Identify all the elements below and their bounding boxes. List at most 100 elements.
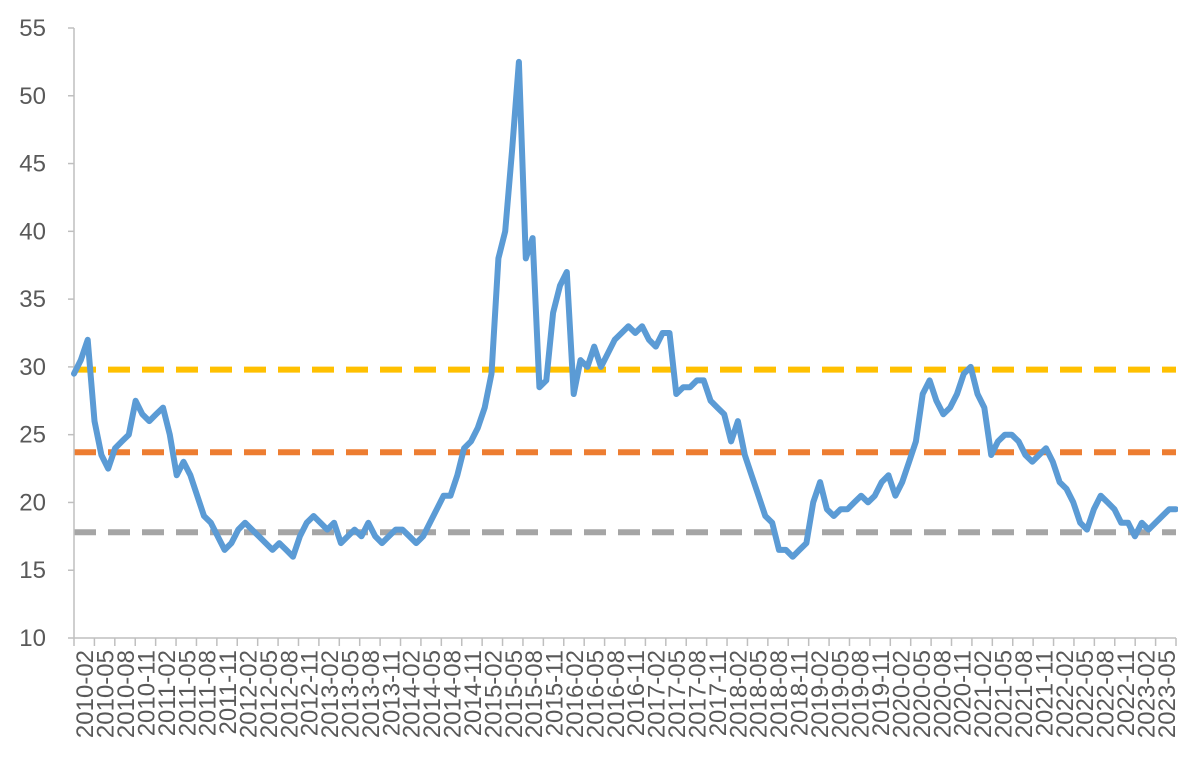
data-point	[190, 475, 191, 476]
data-point	[956, 394, 957, 395]
data-point	[361, 536, 362, 537]
data-point	[628, 326, 629, 327]
data-point	[258, 536, 259, 537]
data-point	[313, 516, 314, 517]
x-tick-label: 2017-05	[664, 650, 691, 738]
data-point	[1039, 455, 1040, 456]
data-point	[231, 543, 232, 544]
data-point	[347, 536, 348, 537]
data-point	[477, 427, 478, 428]
data-point	[861, 495, 862, 496]
data-point	[909, 461, 910, 462]
data-point	[450, 495, 451, 496]
data-point	[998, 441, 999, 442]
data-point	[306, 522, 307, 523]
data-point	[135, 400, 136, 401]
data-point	[580, 360, 581, 361]
data-point	[553, 312, 554, 313]
x-tick-label: 2018-05	[746, 650, 773, 738]
data-point	[121, 441, 122, 442]
x-tick-label: 2010-11	[133, 650, 160, 736]
x-tick-label: 2011-08	[195, 650, 222, 736]
data-point	[635, 333, 636, 334]
x-tick-label: 2021-02	[970, 650, 997, 738]
data-point	[470, 441, 471, 442]
data-point	[457, 475, 458, 476]
data-point	[395, 529, 396, 530]
data-point	[368, 522, 369, 523]
x-tick-label: 2020-02	[889, 650, 916, 738]
data-point	[505, 231, 506, 232]
data-point	[293, 556, 294, 557]
data-series	[71, 58, 1178, 560]
data-point	[785, 549, 786, 550]
data-point	[169, 434, 170, 435]
y-tick-label: 30	[19, 354, 46, 381]
x-tick-label: 2012-08	[276, 650, 303, 738]
x-tick-label: 2014-05	[419, 650, 446, 738]
data-point	[464, 448, 465, 449]
data-point	[484, 407, 485, 408]
data-point	[176, 475, 177, 476]
y-tick-label: 35	[19, 286, 46, 313]
data-point	[108, 468, 109, 469]
y-tick-label: 15	[19, 557, 46, 584]
data-point	[162, 407, 163, 408]
x-tick-label: 2022-05	[1072, 650, 1099, 738]
x-tick-label: 2016-02	[562, 650, 589, 738]
data-point	[902, 482, 903, 483]
x-tick-label: 2015-05	[501, 650, 528, 738]
data-point	[197, 495, 198, 496]
x-tick-label: 2013-02	[317, 650, 344, 738]
data-point	[601, 366, 602, 367]
data-point	[498, 258, 499, 259]
data-point	[594, 346, 595, 347]
data-point	[1080, 522, 1081, 523]
x-tick-label: 2011-11	[215, 650, 242, 735]
data-point	[1052, 461, 1053, 462]
data-point	[813, 502, 814, 503]
data-point	[1100, 495, 1101, 496]
data-point	[867, 502, 868, 503]
x-tick-label: 2017-11	[705, 650, 732, 736]
data-point	[1018, 441, 1019, 442]
data-point	[826, 509, 827, 510]
data-point	[559, 285, 560, 286]
data-point	[94, 421, 95, 422]
x-tick-label: 2015-11	[542, 650, 569, 736]
x-tick-label: 2010-02	[72, 650, 99, 738]
x-tick-label: 2014-02	[399, 650, 426, 738]
x-tick-label: 2010-05	[93, 650, 120, 738]
x-tick-label: 2012-02	[235, 650, 262, 738]
data-point	[669, 333, 670, 334]
data-point	[320, 522, 321, 523]
x-tick-label: 2016-08	[603, 650, 630, 738]
y-tick-label: 55	[19, 15, 46, 42]
data-point	[224, 549, 225, 550]
data-point	[1155, 522, 1156, 523]
x-tick-label: 2016-11	[623, 650, 650, 736]
x-tick-label: 2010-08	[113, 650, 140, 738]
x-axis: 2010-022010-052010-082010-112011-022011-…	[72, 637, 1178, 738]
data-point	[772, 522, 773, 523]
x-tick-label: 2020-08	[929, 650, 956, 738]
data-point	[1093, 509, 1094, 510]
x-tick-label: 2013-11	[378, 650, 405, 736]
x-tick-label: 2019-02	[807, 650, 834, 738]
data-point	[1004, 434, 1005, 435]
data-point	[217, 536, 218, 537]
data-point	[279, 543, 280, 544]
x-tick-label: 2021-05	[991, 650, 1018, 738]
data-point	[354, 529, 355, 530]
data-point	[1059, 482, 1060, 483]
data-point	[1148, 529, 1149, 530]
data-point	[1134, 536, 1135, 537]
data-point	[1169, 509, 1170, 510]
y-tick-label: 40	[19, 218, 46, 245]
data-point	[183, 461, 184, 462]
data-point	[991, 455, 992, 456]
data-point	[607, 353, 608, 354]
x-tick-label: 2019-11	[868, 650, 895, 736]
data-point	[204, 516, 205, 517]
data-point	[977, 394, 978, 395]
